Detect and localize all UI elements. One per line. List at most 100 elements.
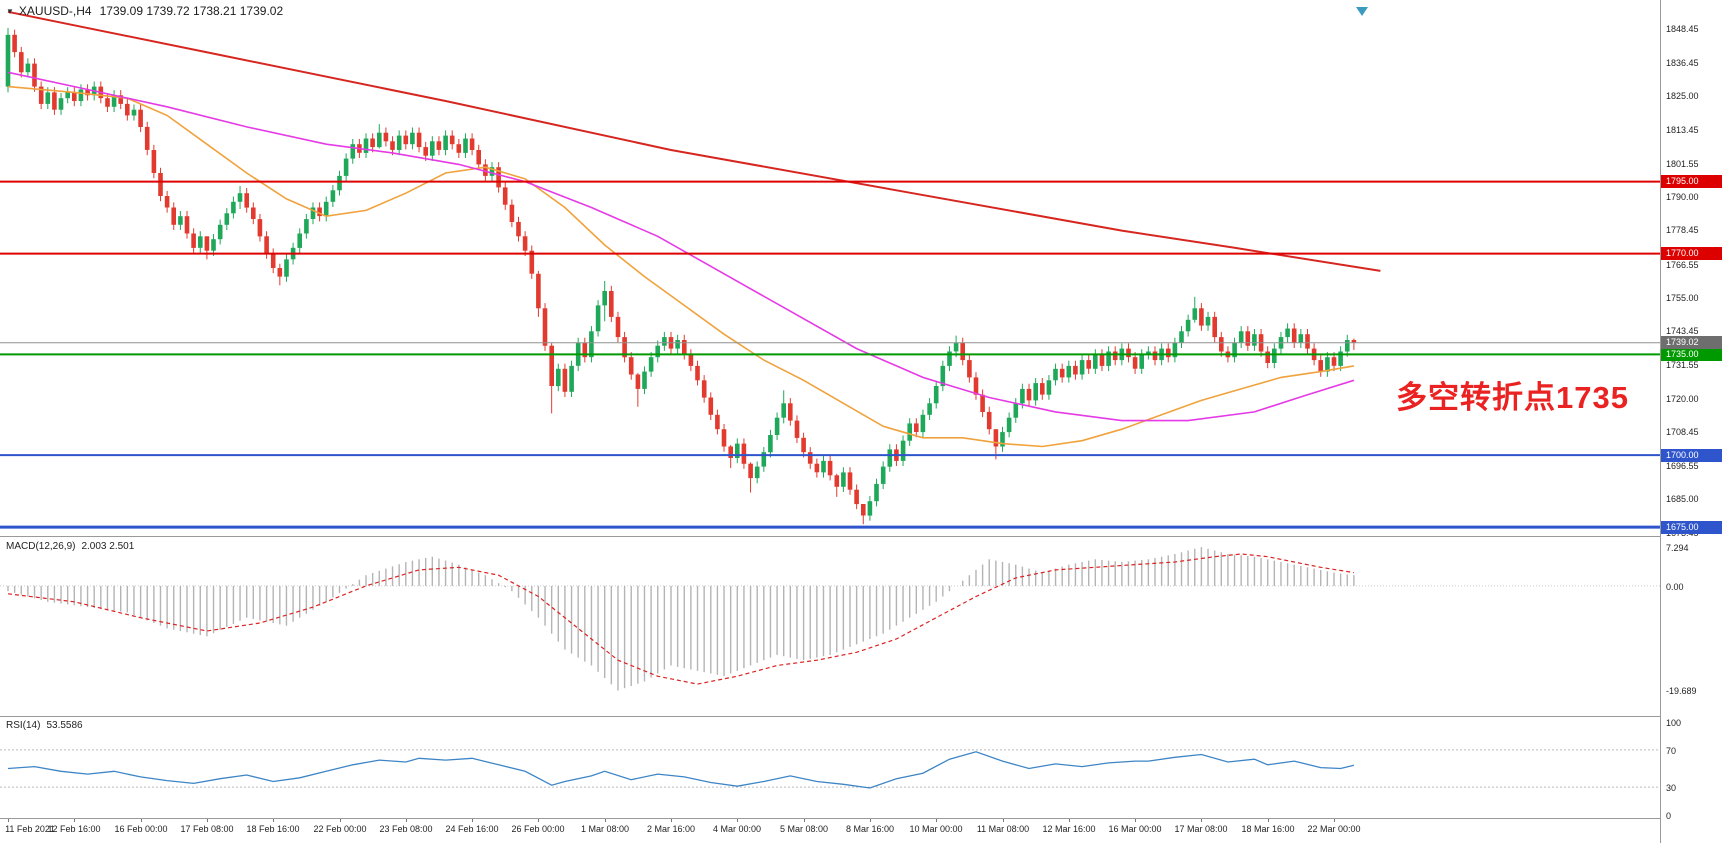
- time-tick: [804, 819, 805, 822]
- price-axis-label: 1720.00: [1666, 394, 1699, 404]
- time-tick: [8, 819, 9, 822]
- price-axis-label: 1755.00: [1666, 293, 1699, 303]
- time-tick: [538, 819, 539, 822]
- ma-fast-orange: [7, 85, 1355, 448]
- time-tick: [605, 819, 606, 822]
- time-tick: [273, 819, 274, 822]
- time-axis-label: 22 Feb 00:00: [313, 824, 367, 834]
- time-axis-label: 10 Mar 00:00: [909, 824, 963, 834]
- chart-shift-marker[interactable]: [1356, 7, 1368, 16]
- symbol-title: XAUUSD-,H4: [18, 4, 92, 18]
- macd-values: 2.003 2.501: [81, 541, 135, 552]
- time-tick: [671, 819, 672, 822]
- rsi-label: RSI(14): [6, 720, 41, 731]
- time-tick: [870, 819, 871, 822]
- price-axis-label: 1766.55: [1666, 260, 1699, 270]
- time-tick: [1268, 819, 1269, 822]
- price-axis-label: 1696.55: [1666, 461, 1699, 471]
- macd-axis-label: -19.689: [1666, 686, 1697, 696]
- price-axis-label: 1801.55: [1666, 159, 1699, 169]
- time-axis-label: 12 Mar 16:00: [1042, 824, 1096, 834]
- time-axis-label: 11 Mar 08:00: [976, 824, 1030, 834]
- time-axis[interactable]: 11 Feb 2021 12 Feb 16:00 16 Feb 00:00 17 Fe…: [0, 818, 1660, 843]
- price-axis-label: 1731.55: [1666, 360, 1699, 370]
- time-axis-label: 18 Mar 16:00: [1241, 824, 1295, 834]
- price-line-badge-1700.00: 1700.00: [1661, 449, 1722, 462]
- ohlc-readout: 1739.09 1739.72 1738.21 1739.02: [99, 4, 284, 18]
- price-chart-canvas[interactable]: [0, 0, 1660, 536]
- time-tick: [737, 819, 738, 822]
- time-tick: [74, 819, 75, 822]
- time-axis-label: 16 Mar 00:00: [1108, 824, 1162, 834]
- time-tick: [1334, 819, 1335, 822]
- time-tick: [1201, 819, 1202, 822]
- price-axis-label: 1778.45: [1666, 225, 1699, 235]
- time-axis-label: 26 Feb 00:00: [511, 824, 565, 834]
- chart-header: ▼ XAUUSD-,H4 1739.09 1739.72 1738.21 1739.…: [6, 4, 283, 18]
- time-tick: [472, 819, 473, 822]
- horizontal-lines: [0, 180, 1660, 529]
- rsi-axis-label: 100: [1666, 718, 1682, 728]
- rsi-value: 53.5586: [46, 720, 83, 731]
- time-axis-label: 11 Feb 2021: [5, 824, 55, 834]
- price-axis[interactable]: 1848.45 1836.45 1825.00 1813.45 1801.55 1790.…: [1660, 0, 1722, 843]
- time-tick: [1069, 819, 1070, 822]
- price-line-badge-1770.00: 1770.00: [1661, 247, 1722, 260]
- time-axis-label: 17 Mar 08:00: [1174, 824, 1228, 834]
- price-axis-label: 1743.45: [1666, 326, 1699, 336]
- time-tick: [1135, 819, 1136, 822]
- panel-separator: [0, 818, 1722, 819]
- macd-canvas[interactable]: [0, 537, 1660, 716]
- panel-separator: [0, 716, 1722, 717]
- price-axis-label: 1848.45: [1666, 24, 1699, 34]
- macd-signal-line: [7, 553, 1354, 685]
- macd-indicator-label: MACD(12,26,9) 2.003 2.501: [6, 541, 134, 552]
- time-axis-label: 2 Mar 16:00: [646, 824, 696, 834]
- price-line-badge-1735.00: 1735.00: [1661, 348, 1722, 361]
- ma-mid-magenta: [7, 71, 1355, 422]
- time-axis-label: 24 Feb 16:00: [445, 824, 499, 834]
- time-axis-label: 18 Feb 16:00: [246, 824, 300, 834]
- rsi-line: [7, 751, 1355, 789]
- time-axis-label: 12 Feb 16:00: [47, 824, 101, 834]
- bid-price-badge: 1739.02: [1661, 336, 1722, 349]
- time-tick: [141, 819, 142, 822]
- time-tick: [406, 819, 407, 822]
- time-tick: [936, 819, 937, 822]
- panel-separator: [0, 536, 1722, 537]
- price-axis-label: 1790.00: [1666, 192, 1699, 202]
- time-tick: [207, 819, 208, 822]
- moving-averages: [7, 10, 1381, 448]
- rsi-axis-label: 0: [1666, 811, 1672, 821]
- time-axis-label: 8 Mar 16:00: [845, 824, 895, 834]
- price-axis-label: 1685.00: [1666, 494, 1699, 504]
- price-axis-label: 1708.45: [1666, 427, 1699, 437]
- time-axis-label: 17 Feb 08:00: [180, 824, 234, 834]
- price-axis-label: 1825.00: [1666, 91, 1699, 101]
- rsi-axis-label: 70: [1666, 746, 1677, 756]
- macd-histogram: [7, 547, 1355, 691]
- time-axis-label: 22 Mar 00:00: [1307, 824, 1361, 834]
- time-axis-label: 4 Mar 00:00: [712, 824, 762, 834]
- price-line-badge-1675.00: 1675.00: [1661, 521, 1722, 534]
- time-axis-label: 5 Mar 08:00: [779, 824, 829, 834]
- time-axis-label: 23 Feb 08:00: [379, 824, 433, 834]
- time-tick: [1003, 819, 1004, 822]
- rsi-indicator-label: RSI(14) 53.5586: [6, 720, 83, 731]
- macd-axis-label: 0.00: [1666, 582, 1684, 592]
- rsi-canvas[interactable]: [0, 717, 1660, 818]
- time-axis-label: 1 Mar 08:00: [580, 824, 630, 834]
- time-axis-label: 16 Feb 00:00: [114, 824, 168, 834]
- price-line-badge-1795.00: 1795.00: [1661, 175, 1722, 188]
- price-axis-label: 1836.45: [1666, 58, 1699, 68]
- price-axis-label: 1813.45: [1666, 125, 1699, 135]
- candlestick-series: [5, 27, 1357, 525]
- macd-axis-label: 7.294: [1666, 543, 1689, 553]
- rsi-axis-label: 30: [1666, 783, 1677, 793]
- ma-slow-red: [7, 10, 1381, 272]
- time-tick: [340, 819, 341, 822]
- macd-label: MACD(12,26,9): [6, 541, 76, 552]
- annotation-text[interactable]: 多空转折点1735: [1396, 380, 1629, 415]
- symbol-dropdown-icon[interactable]: ▼: [6, 7, 14, 16]
